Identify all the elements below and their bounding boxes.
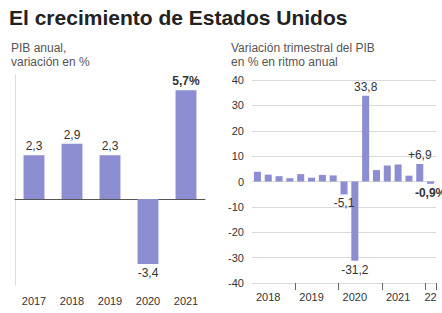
svg-text:2018: 2018 <box>60 295 84 307</box>
svg-text:variación en %: variación en % <box>11 55 90 69</box>
svg-text:2017: 2017 <box>22 295 46 307</box>
svg-text:-20: -20 <box>228 226 244 238</box>
svg-text:PIB anual,: PIB anual, <box>11 41 66 55</box>
svg-text:2,3: 2,3 <box>26 139 43 153</box>
svg-text:en % en ritmo anual: en % en ritmo anual <box>231 55 338 69</box>
svg-text:10: 10 <box>232 150 244 162</box>
svg-text:-3,4: -3,4 <box>138 266 159 280</box>
svg-text:22: 22 <box>424 291 436 303</box>
svg-text:-5,1: -5,1 <box>334 196 355 210</box>
svg-text:-30: -30 <box>228 252 244 264</box>
svg-text:2020: 2020 <box>136 295 160 307</box>
svg-text:2018: 2018 <box>256 291 280 303</box>
svg-text:33,8: 33,8 <box>354 80 378 94</box>
svg-text:40: 40 <box>232 74 244 86</box>
svg-text:El crecimiento de Estados Unid: El crecimiento de Estados Unidos <box>9 6 347 29</box>
svg-text:0: 0 <box>238 176 244 188</box>
svg-text:2021: 2021 <box>174 295 198 307</box>
svg-text:-40: -40 <box>228 277 244 289</box>
svg-text:-31,2: -31,2 <box>341 263 369 277</box>
svg-text:Variación trimestral del PIB: Variación trimestral del PIB <box>231 41 375 55</box>
svg-text:+6,9: +6,9 <box>408 148 432 162</box>
svg-text:2021: 2021 <box>386 291 410 303</box>
svg-text:-10: -10 <box>228 201 244 213</box>
svg-text:5,7%: 5,7% <box>172 74 200 88</box>
svg-text:2019: 2019 <box>299 291 323 303</box>
svg-text:2,3: 2,3 <box>102 139 119 153</box>
svg-text:-0,9%: -0,9% <box>415 186 442 200</box>
svg-text:2,9: 2,9 <box>64 128 81 142</box>
svg-text:2020: 2020 <box>343 291 367 303</box>
svg-text:30: 30 <box>232 99 244 111</box>
svg-text:2019: 2019 <box>98 295 122 307</box>
svg-text:20: 20 <box>232 125 244 137</box>
